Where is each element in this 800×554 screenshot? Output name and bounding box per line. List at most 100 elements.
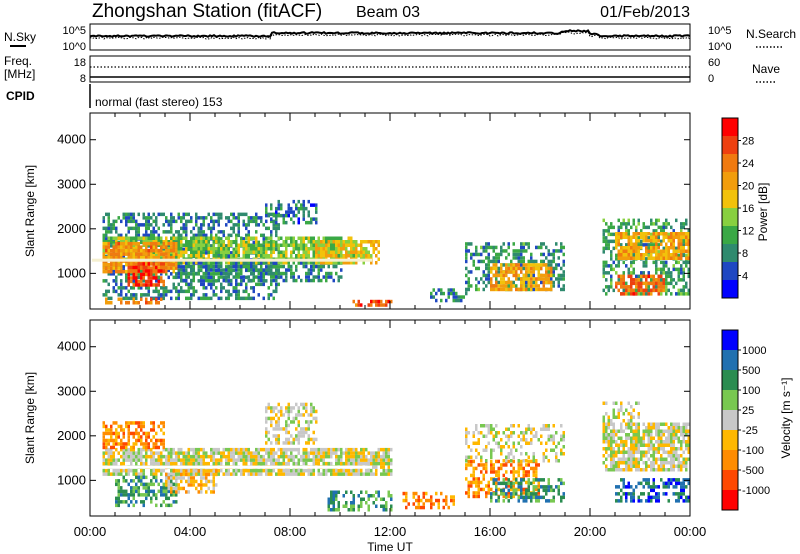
range-cell [102, 293, 105, 297]
range-cell [282, 461, 285, 466]
range-cell [167, 223, 170, 227]
range-cell [345, 247, 348, 251]
range-cell [107, 262, 110, 267]
range-cell [375, 454, 378, 459]
range-cell [187, 282, 190, 287]
range-cell [107, 245, 110, 249]
range-cell [470, 242, 473, 246]
range-cell [272, 416, 275, 421]
range-cell [127, 435, 130, 439]
range-cell [212, 289, 215, 294]
range-cell [150, 223, 153, 227]
range-cell [165, 236, 168, 240]
freq-tick-low: 8 [80, 73, 86, 85]
range-cell [350, 247, 353, 251]
range-cell [682, 271, 685, 275]
range-cell [330, 494, 333, 498]
range-cell [517, 252, 520, 257]
range-cell [232, 216, 235, 220]
range-cell [505, 287, 508, 292]
range-cell [627, 271, 630, 275]
range-cell [435, 491, 438, 496]
range-cell [252, 296, 255, 301]
range-cell [137, 435, 140, 439]
range-cell [287, 402, 290, 407]
range-cell [217, 461, 220, 466]
range-cell [295, 413, 298, 417]
range-cell [162, 265, 165, 270]
range-cell [337, 278, 340, 283]
range-cell [172, 233, 175, 238]
range-cell [212, 250, 215, 254]
range-cell [647, 281, 650, 286]
range-cell [177, 247, 180, 251]
range-cell [485, 256, 488, 260]
range-cell [222, 268, 225, 272]
range-cell [267, 247, 270, 251]
range-cell [260, 219, 263, 224]
range-cell [492, 245, 495, 250]
range-cell [115, 442, 118, 446]
range-cell [265, 447, 268, 452]
range-cell [112, 248, 115, 253]
range-cell [342, 472, 345, 476]
range-cell [237, 212, 240, 217]
range-cell [630, 281, 633, 286]
range-cell [245, 236, 248, 240]
range-cell [287, 458, 290, 462]
range-cell [305, 271, 308, 276]
range-cell [495, 256, 498, 260]
range-cell [157, 212, 160, 217]
range-cell [687, 246, 690, 250]
range-cell [290, 472, 293, 476]
range-cell [297, 461, 300, 466]
range-cell [105, 279, 108, 283]
range-cell [307, 278, 310, 283]
range-cell [535, 263, 538, 267]
range-cell [617, 229, 620, 233]
range-cell [235, 216, 238, 220]
range-cell [165, 293, 168, 297]
range-cell [515, 287, 518, 292]
range-cell [267, 236, 270, 240]
range-cell [182, 212, 185, 217]
range-cell [622, 281, 625, 286]
range-cell [162, 445, 165, 450]
range-cell [527, 266, 530, 271]
range-cell [562, 259, 565, 264]
range-cell [197, 250, 200, 254]
range-cell [247, 230, 250, 234]
range-cell [137, 245, 140, 249]
range-cell [150, 240, 153, 244]
range-cell [452, 502, 455, 506]
range-cell [635, 232, 638, 236]
range-cell [517, 259, 520, 264]
range-cell [500, 280, 503, 285]
range-cell [610, 274, 613, 279]
range-cell [637, 222, 640, 226]
range-cell [107, 252, 110, 256]
range-cell [525, 266, 528, 271]
range-cell [630, 235, 633, 239]
range-cell [175, 461, 178, 466]
range-cell [152, 230, 155, 234]
range-cell [315, 458, 318, 462]
range-cell [160, 472, 163, 476]
range-cell [490, 470, 493, 474]
range-cell [355, 240, 358, 244]
range-cell [175, 262, 178, 267]
range-cell [305, 454, 308, 459]
range-cell [445, 495, 448, 499]
range-cell [552, 259, 555, 264]
range-cell [182, 230, 185, 234]
range-cell [205, 451, 208, 455]
range-cell [185, 289, 188, 294]
range-cell [210, 282, 213, 287]
range-cell [682, 222, 685, 226]
range-cell [122, 216, 125, 220]
range-cell [652, 243, 655, 247]
range-cell [312, 451, 315, 455]
range-cell [202, 282, 205, 287]
range-cell [627, 235, 630, 239]
range-cell [155, 248, 158, 253]
